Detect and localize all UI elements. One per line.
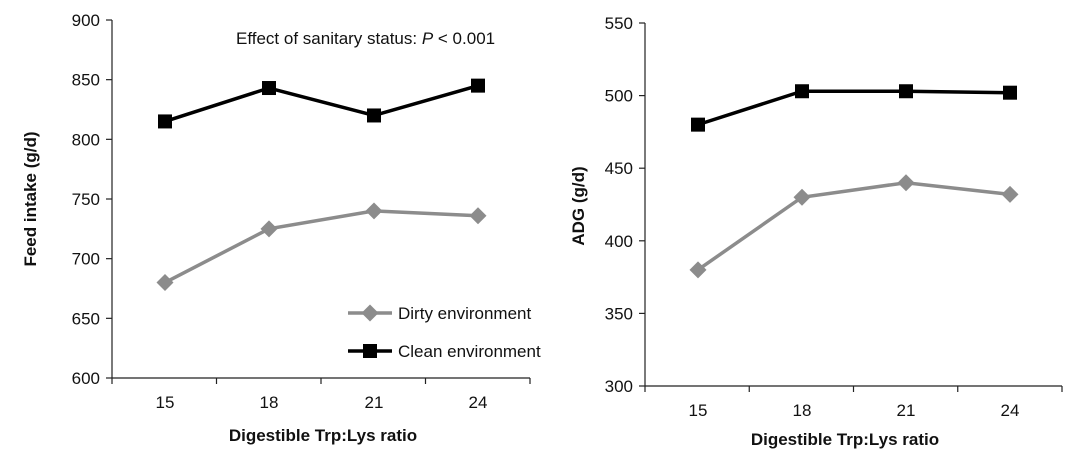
right-y-tick-label: 300 bbox=[605, 377, 633, 396]
right-y-ticks: 300 350 400 450 500 550 bbox=[605, 14, 645, 396]
right-dirty-point bbox=[897, 174, 915, 192]
left-dirty-point bbox=[260, 220, 278, 238]
annotation-suffix: < 0.001 bbox=[433, 29, 495, 48]
right-y-tick-label: 550 bbox=[605, 14, 633, 33]
left-x-ticks: 15 18 21 24 bbox=[111, 378, 531, 412]
right-clean-series-line bbox=[697, 89, 1011, 127]
left-y-tick-label: 750 bbox=[72, 190, 100, 209]
left-clean-point bbox=[367, 108, 381, 123]
chart-right: 300 350 400 450 500 550 15 18 21 24 Digestible T… bbox=[569, 14, 1063, 449]
legend-item-clean: Clean environment bbox=[348, 342, 541, 361]
legend-dirty-diamond-icon bbox=[361, 304, 379, 322]
left-dirty-point bbox=[156, 274, 174, 292]
right-y-tick-label: 350 bbox=[605, 304, 633, 323]
chart-left: 600 650 700 750 800 850 900 15 18 21 24 Digestibl… bbox=[21, 11, 541, 445]
sanitary-effect-annotation: Effect of sanitary status: P < 0.001 bbox=[236, 29, 495, 48]
left-clean-point bbox=[158, 114, 172, 129]
annotation-p: P bbox=[422, 29, 434, 48]
left-x-tick-label: 24 bbox=[469, 393, 488, 412]
legend-item-dirty: Dirty environment bbox=[348, 304, 531, 323]
left-y-tick-label: 600 bbox=[72, 369, 100, 388]
right-clean-point bbox=[899, 84, 913, 99]
left-x-tick-label: 15 bbox=[156, 393, 175, 412]
right-series bbox=[689, 84, 1019, 279]
right-y-tick-label: 450 bbox=[605, 159, 633, 178]
right-dirty-point bbox=[689, 261, 707, 279]
right-x-tick-label: 15 bbox=[689, 401, 708, 420]
left-x-tick-label: 21 bbox=[365, 393, 384, 412]
left-y-ticks: 600 650 700 750 800 850 900 bbox=[72, 11, 112, 388]
legend-dirty-label: Dirty environment bbox=[398, 304, 531, 323]
left-y-tick-label: 650 bbox=[72, 309, 100, 328]
right-y-axis-title: ADG (g/d) bbox=[569, 166, 588, 245]
left-y-tick-label: 700 bbox=[72, 250, 100, 269]
right-y-tick-label: 400 bbox=[605, 232, 633, 251]
right-dirty-point bbox=[793, 188, 811, 206]
legend-clean-square-icon bbox=[363, 344, 377, 358]
left-dirty-series-line bbox=[164, 209, 479, 285]
left-x-tick-label: 18 bbox=[260, 393, 279, 412]
legend-clean-label: Clean environment bbox=[398, 342, 541, 361]
right-x-axis-title: Digestible Trp:Lys ratio bbox=[751, 430, 939, 449]
right-dirty-point bbox=[1001, 185, 1019, 203]
left-series bbox=[156, 78, 487, 292]
left-y-tick-label: 900 bbox=[72, 11, 100, 30]
left-clean-series-line bbox=[164, 83, 479, 124]
right-x-tick-label: 18 bbox=[793, 401, 812, 420]
left-dirty-point bbox=[365, 202, 383, 220]
annotation-prefix: Effect of sanitary status: bbox=[236, 29, 422, 48]
left-dirty-point bbox=[469, 207, 487, 225]
right-y-tick-label: 500 bbox=[605, 87, 633, 106]
right-clean-point bbox=[691, 117, 705, 132]
left-y-tick-label: 800 bbox=[72, 130, 100, 149]
right-x-tick-label: 21 bbox=[897, 401, 916, 420]
left-y-tick-label: 850 bbox=[72, 71, 100, 90]
right-x-ticks: 15 18 21 24 bbox=[644, 386, 1063, 420]
legend: Dirty environment Clean environment bbox=[348, 304, 541, 361]
right-dirty-series-line bbox=[696, 180, 1011, 272]
left-clean-point bbox=[471, 78, 485, 93]
left-y-axis-title: Feed intake (g/d) bbox=[21, 131, 40, 266]
right-clean-point bbox=[1003, 85, 1017, 100]
right-x-tick-label: 24 bbox=[1001, 401, 1020, 420]
right-clean-point bbox=[795, 84, 809, 99]
left-x-axis-title: Digestible Trp:Lys ratio bbox=[229, 426, 417, 445]
left-clean-point bbox=[262, 81, 276, 96]
